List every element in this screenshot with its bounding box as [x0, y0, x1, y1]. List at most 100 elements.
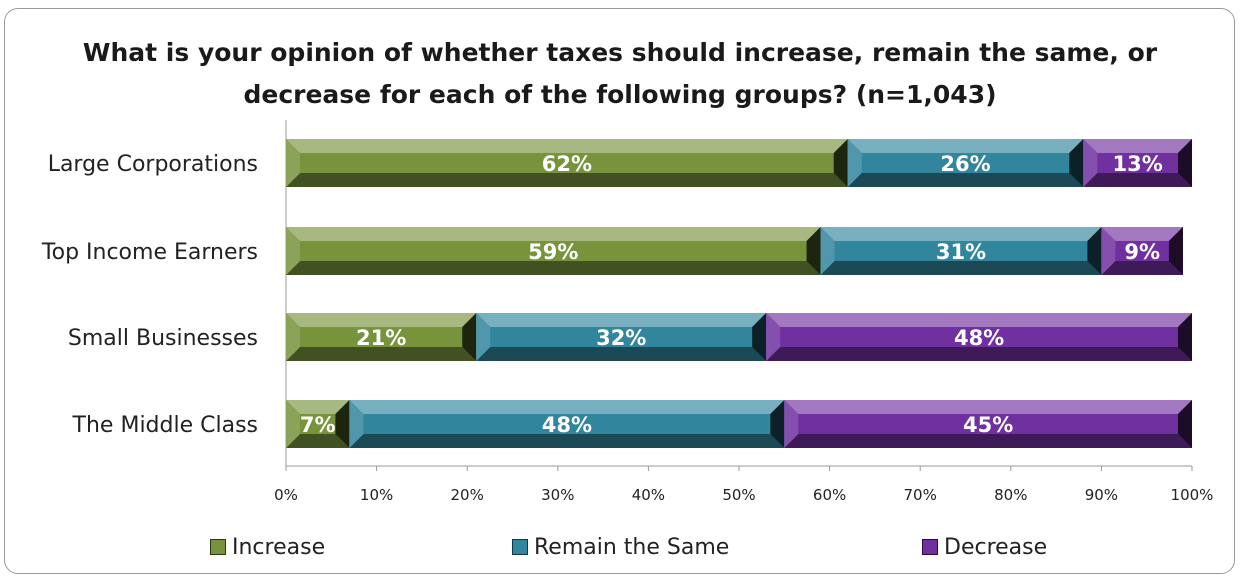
bar-bevel-right	[1178, 139, 1192, 187]
data-label: 26%	[940, 152, 990, 176]
bar-bevel-top	[847, 139, 1084, 153]
bar-bevel-top	[1083, 139, 1192, 153]
bar-bevel-left	[476, 313, 491, 361]
legend-label-decrease: Decrease	[944, 534, 1048, 560]
bar-bevel-left	[820, 227, 835, 275]
bar-bevel-left	[1083, 139, 1098, 187]
bar-bevel-top	[766, 313, 1192, 327]
data-label: 9%	[1124, 240, 1160, 264]
legend-label-increase: Increase	[232, 534, 326, 560]
bar-segment	[847, 139, 1084, 187]
bar-bevel-top	[286, 313, 477, 327]
legend-label-remain: Remain the Same	[534, 534, 730, 560]
chart-frame	[4, 8, 1235, 574]
bar-bevel-bottom	[1083, 173, 1192, 187]
legend-item-remain: Remain the Same	[512, 532, 729, 562]
bar-bevel-right	[462, 313, 477, 361]
bar-segment	[286, 139, 848, 187]
bar-bevel-left	[286, 227, 300, 275]
data-label: 62%	[542, 152, 592, 176]
bar-bevel-bottom	[766, 347, 1192, 361]
bar-bevel-left	[766, 313, 781, 361]
bar-segment	[286, 227, 821, 275]
bar-bevel-bottom	[1101, 261, 1183, 275]
chart-title-line-2: decrease for each of the following group…	[243, 80, 997, 109]
data-label: 31%	[936, 240, 986, 264]
legend-swatch-remain	[512, 539, 528, 555]
data-label: 59%	[528, 240, 578, 264]
bar-segment	[820, 227, 1102, 275]
bar-bevel-bottom	[286, 434, 350, 448]
x-tick-label: 70%	[904, 486, 937, 504]
data-label: 45%	[963, 413, 1013, 437]
bar-bevel-right	[833, 139, 848, 187]
bar-segment	[784, 400, 1192, 448]
bar-bevel-bottom	[286, 261, 821, 275]
bar-segment	[349, 400, 785, 448]
bar-bevel-bottom	[476, 347, 767, 361]
bar-segment	[476, 313, 767, 361]
bar-segment	[1083, 139, 1192, 187]
chart-title-line-1: What is your opinion of whether taxes sh…	[82, 38, 1158, 67]
x-tick-label: 90%	[1085, 486, 1118, 504]
bar-bevel-top	[820, 227, 1102, 241]
bar-bevel-right	[770, 400, 785, 448]
bar-bevel-bottom	[784, 434, 1192, 448]
data-label: 48%	[542, 413, 592, 437]
bar-bevel-top	[286, 139, 848, 153]
bar-bevel-left	[286, 400, 300, 448]
x-tick-label: 20%	[451, 486, 484, 504]
data-label: 48%	[954, 326, 1004, 350]
bar-bevel-right	[1178, 313, 1192, 361]
bar-bevel-right	[1087, 227, 1102, 275]
bar-bevel-right	[806, 227, 821, 275]
bar-bevel-right	[1069, 139, 1084, 187]
x-tick-label: 60%	[813, 486, 846, 504]
bar-bevel-right	[1168, 227, 1183, 275]
bar-bevel-bottom	[286, 173, 848, 187]
bar-bevel-top	[784, 400, 1192, 414]
bar-bevel-bottom	[349, 434, 785, 448]
bar-segment	[766, 313, 1192, 361]
category-label: The Middle Class	[72, 413, 258, 438]
bar-bevel-top	[476, 313, 767, 327]
bar-bevel-right	[335, 400, 350, 448]
x-tick-label: 40%	[632, 486, 665, 504]
bar-bevel-top	[349, 400, 785, 414]
x-tick-label: 80%	[994, 486, 1027, 504]
bar-segment	[286, 400, 350, 448]
bar-bevel-bottom	[286, 347, 477, 361]
bar-bevel-top	[286, 400, 350, 414]
legend-item-decrease: Decrease	[922, 532, 1047, 562]
bar-bevel-left	[1101, 227, 1116, 275]
bar-bevel-top	[286, 227, 821, 241]
bar-bevel-top	[1101, 227, 1183, 241]
bar-bevel-left	[286, 313, 300, 361]
legend-swatch-decrease	[922, 539, 938, 555]
legend-swatch-increase	[210, 539, 226, 555]
x-tick-label: 30%	[541, 486, 574, 504]
bar-bevel-bottom	[820, 261, 1102, 275]
x-tick-label: 10%	[360, 486, 393, 504]
bar-bevel-right	[1178, 400, 1192, 448]
bar-segment	[1101, 227, 1183, 275]
category-label: Large Corporations	[48, 152, 258, 177]
bar-bevel-left	[349, 400, 364, 448]
bar-bevel-left	[286, 139, 300, 187]
data-label: 32%	[596, 326, 646, 350]
bar-segment	[286, 313, 477, 361]
bar-bevel-left	[784, 400, 799, 448]
x-tick-label: 100%	[1171, 486, 1214, 504]
bar-bevel-right	[752, 313, 767, 361]
bar-bevel-left	[847, 139, 862, 187]
x-tick-label: 50%	[722, 486, 755, 504]
x-tick-label: 0%	[274, 486, 298, 504]
data-label: 21%	[356, 326, 406, 350]
legend-item-increase: Increase	[210, 532, 325, 562]
bar-bevel-bottom	[847, 173, 1084, 187]
category-label: Top Income Earners	[41, 240, 258, 265]
data-label: 13%	[1113, 152, 1163, 176]
category-label: Small Businesses	[68, 326, 258, 351]
data-label: 7%	[300, 413, 336, 437]
